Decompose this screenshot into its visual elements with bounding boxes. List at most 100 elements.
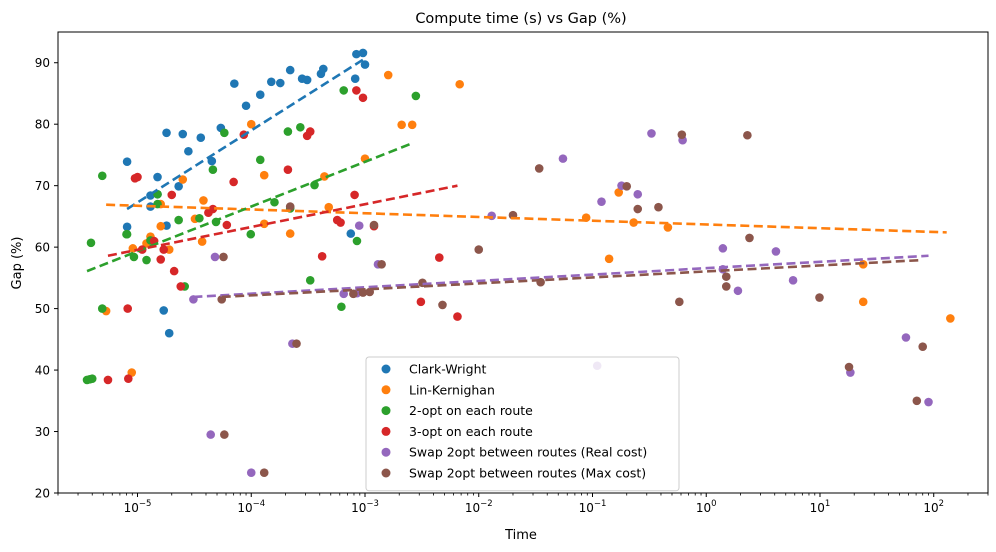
- data-point: [360, 60, 370, 69]
- data-point: [337, 302, 346, 312]
- data-point: [285, 229, 295, 238]
- plot-area-frame: [57, 31, 989, 494]
- data-point: [654, 202, 663, 212]
- y-tick-label: 90: [35, 56, 50, 70]
- data-point: [614, 188, 623, 197]
- x-tick-label: 102: [923, 499, 944, 515]
- data-point: [142, 255, 151, 265]
- data-point: [358, 48, 368, 58]
- data-point: [133, 172, 142, 182]
- data-point: [122, 157, 132, 166]
- data-point: [358, 93, 368, 103]
- legend-label: Swap 2opt between routes (Real cost): [409, 445, 647, 460]
- trend-lines: [86, 57, 947, 299]
- data-point: [487, 211, 497, 221]
- data-point: [255, 155, 265, 165]
- data-point: [275, 78, 285, 88]
- legend-item: Swap 2opt between routes (Real cost): [381, 445, 647, 460]
- data-point: [266, 77, 276, 87]
- data-point: [369, 220, 379, 230]
- data-point: [324, 202, 334, 212]
- y-tick-label: 60: [35, 241, 50, 255]
- data-point: [197, 237, 207, 246]
- data-point: [733, 286, 743, 296]
- series-points-5: [217, 130, 928, 478]
- legend-label: Swap 2opt between routes (Max cost): [409, 466, 646, 481]
- legend-item: Lin-Kernighan: [381, 382, 495, 397]
- data-point: [207, 156, 217, 166]
- x-tick-label: 101: [810, 499, 831, 515]
- data-point: [453, 312, 462, 321]
- data-point: [159, 245, 169, 254]
- legend-marker: [381, 426, 391, 436]
- trend-line: [221, 258, 923, 299]
- data-point: [352, 49, 361, 59]
- data-point: [844, 362, 854, 372]
- data-point: [924, 397, 933, 407]
- data-point: [220, 430, 229, 439]
- x-axis: 10−5 10−4 10−3 10−2 10−1 100 101 102: [57, 493, 989, 515]
- legend-label: 3-opt on each route: [409, 424, 533, 439]
- x-tick-label: 10−1: [579, 499, 607, 515]
- data-point: [156, 221, 166, 231]
- data-point: [474, 245, 484, 254]
- data-point: [346, 229, 356, 238]
- data-point: [319, 64, 328, 74]
- data-point: [407, 120, 417, 130]
- data-points: [82, 48, 955, 478]
- data-point: [283, 165, 293, 174]
- data-point: [815, 293, 824, 302]
- data-point: [912, 396, 922, 406]
- data-point: [208, 165, 218, 174]
- data-point: [320, 172, 329, 181]
- data-point: [305, 276, 315, 285]
- data-point: [97, 304, 107, 313]
- data-point: [283, 127, 293, 136]
- data-point: [438, 300, 447, 310]
- data-point: [383, 70, 393, 80]
- data-point: [743, 130, 752, 140]
- data-point: [292, 339, 301, 348]
- data-point: [411, 91, 421, 101]
- data-point: [677, 130, 687, 139]
- data-point: [259, 468, 269, 478]
- data-point: [534, 164, 544, 173]
- data-point: [122, 229, 132, 239]
- data-point: [354, 221, 364, 230]
- data-point: [633, 189, 643, 199]
- data-point: [633, 204, 643, 214]
- data-point: [435, 253, 444, 262]
- data-point: [339, 86, 349, 95]
- data-point: [159, 306, 169, 315]
- x-tick-label: 100: [696, 499, 717, 515]
- data-point: [946, 314, 955, 323]
- data-point: [377, 260, 386, 269]
- data-point: [156, 255, 166, 264]
- data-point: [296, 122, 305, 132]
- data-point: [721, 282, 731, 291]
- x-tick-label: 10−2: [465, 499, 493, 515]
- data-point: [246, 119, 256, 129]
- data-point: [87, 374, 97, 383]
- data-point: [339, 289, 349, 299]
- data-point: [788, 276, 798, 285]
- data-point: [718, 244, 728, 253]
- data-point: [86, 238, 96, 248]
- legend-label: Lin-Kernighan: [409, 382, 495, 397]
- x-axis-label: Time: [504, 528, 537, 543]
- legend-marker: [381, 364, 391, 374]
- data-point: [622, 181, 632, 191]
- data-point: [663, 223, 673, 232]
- data-point: [246, 468, 256, 478]
- data-point: [255, 90, 265, 99]
- legend-box: [365, 356, 680, 492]
- data-point: [352, 86, 361, 95]
- data-point: [229, 177, 238, 187]
- data-point: [97, 171, 107, 181]
- data-point: [350, 74, 360, 84]
- data-point: [176, 282, 186, 291]
- data-point: [675, 297, 684, 307]
- data-point: [721, 272, 731, 281]
- y-tick-label: 20: [35, 487, 50, 501]
